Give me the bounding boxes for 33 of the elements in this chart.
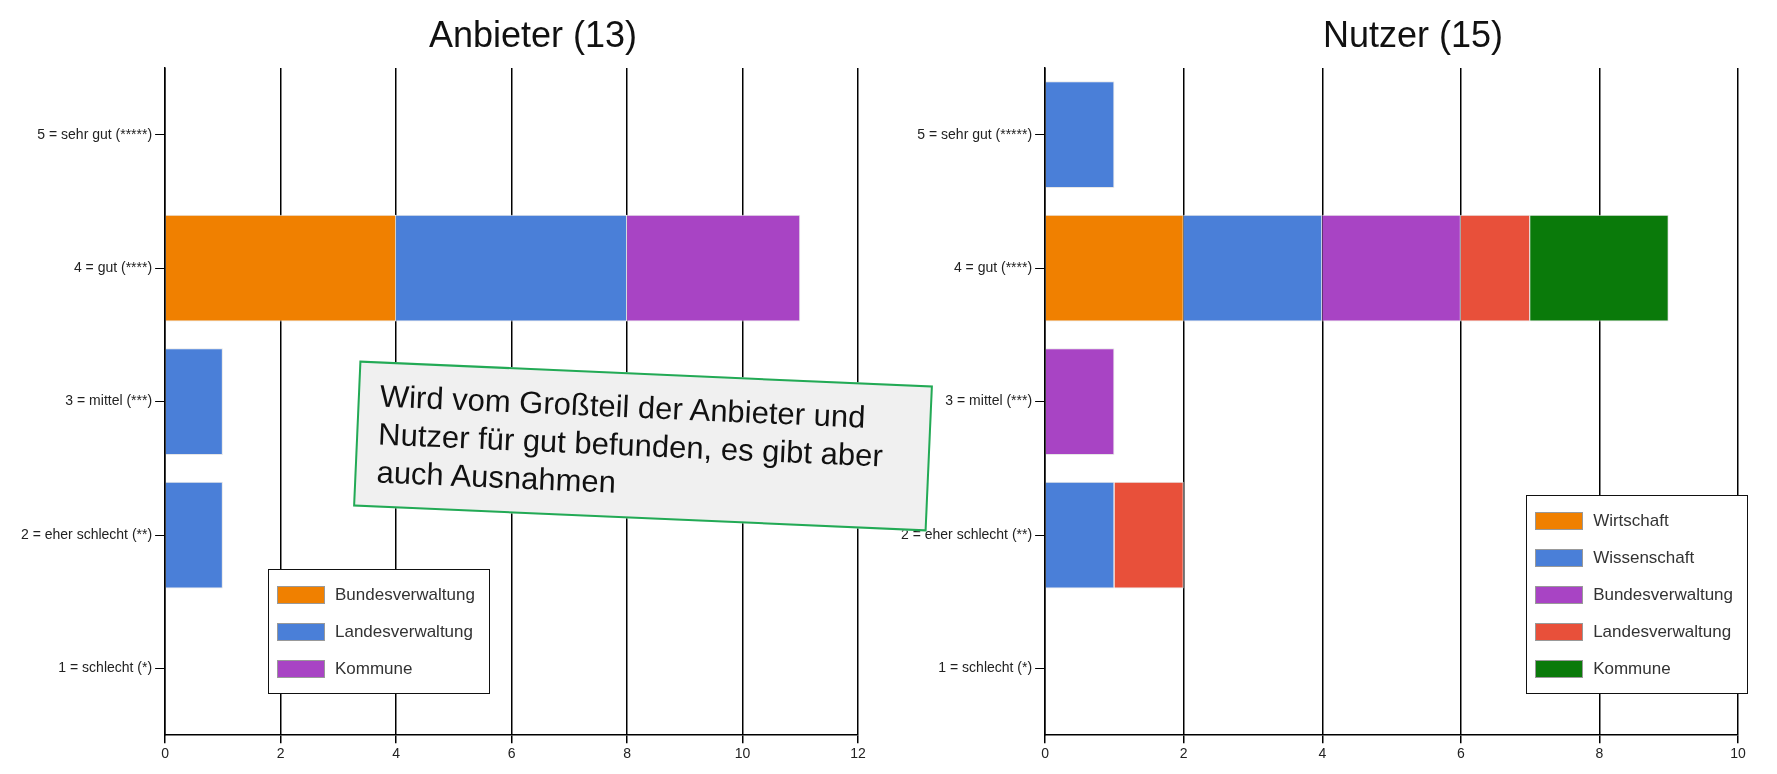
x-tick-label: 6 [507, 745, 516, 762]
annotation: Wird vom Großteil der Anbieter und Nutzer für gut befunden, es gibt aber auch Ausnahmen [375, 378, 884, 500]
legend-label: Landesverwaltung [1593, 621, 1732, 642]
x-tick-label: 6 [1456, 745, 1465, 762]
x-tick-label: 2 [1179, 745, 1188, 762]
chart-title: Nutzer (15) [1321, 14, 1505, 56]
x-tick-label: 4 [1318, 745, 1327, 762]
legend-label: Landesverwaltung [335, 621, 473, 642]
x-tick-label: 2 [276, 745, 285, 762]
x-tick-label: 10 [1730, 745, 1746, 762]
y-tick-label: 3 = mittel (***) [945, 392, 1033, 409]
x-tick-label: 10 [734, 745, 751, 762]
x-tick-label: 4 [392, 745, 401, 762]
x-tick-label: 8 [1595, 745, 1604, 762]
x-tick-label: 0 [1041, 745, 1050, 762]
chart-title: Anbieter (13) [427, 14, 639, 56]
x-tick-label: 12 [850, 745, 866, 762]
y-tick-label: 1 = schlecht (*) [938, 659, 1033, 676]
y-tick-label: 5 = sehr gut (*****) [917, 125, 1033, 142]
y-tick-label: 4 = gut (****) [73, 259, 153, 276]
legend-label: Kommune [1593, 658, 1671, 679]
y-tick-label: 2 = eher schlecht (**) [21, 525, 153, 542]
y-tick-label: 4 = gut (****) [953, 259, 1033, 276]
legend-label: Wissenschaft [1593, 547, 1695, 568]
legend-label: Kommune [335, 658, 413, 679]
legend-label: Bundesverwaltung [1593, 584, 1733, 605]
x-tick-label: 0 [161, 745, 170, 762]
legend-label: Wirtschaft [1593, 510, 1669, 531]
legend-label: Bundesverwaltung [335, 584, 475, 605]
y-tick-label: 3 = mittel (***) [65, 392, 153, 409]
y-tick-label: 5 = sehr gut (*****) [37, 125, 153, 142]
y-tick-label: 1 = schlecht (*) [58, 659, 153, 676]
x-tick-label: 8 [623, 745, 632, 762]
